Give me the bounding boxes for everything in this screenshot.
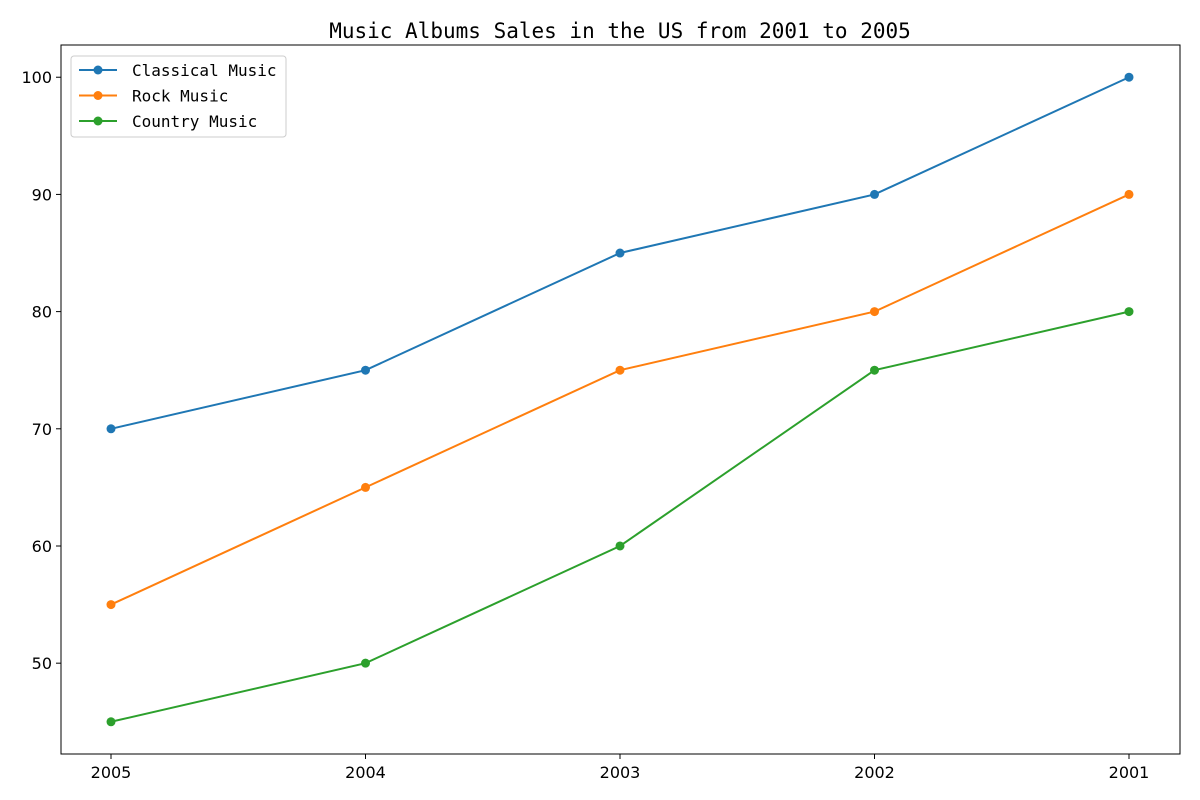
series-rock-music bbox=[106, 189, 1134, 610]
data-point bbox=[361, 365, 370, 375]
y-axis: 50 60 70 80 90 100 bbox=[21, 68, 61, 673]
legend-item: Country Music bbox=[79, 112, 257, 131]
plot-border bbox=[60, 44, 1181, 755]
x-tick-label: 2005 bbox=[91, 763, 132, 782]
series-classical-music bbox=[106, 72, 1134, 434]
y-tick-label: 60 bbox=[32, 537, 52, 556]
y-tick-label: 80 bbox=[32, 303, 52, 322]
data-point bbox=[361, 658, 370, 668]
legend-item: Rock Music bbox=[79, 87, 228, 106]
legend-box bbox=[70, 55, 287, 138]
x-tick-label: 2003 bbox=[600, 763, 641, 782]
legend-marker bbox=[93, 91, 103, 100]
series-layer bbox=[106, 72, 1134, 727]
y-tick-label: 90 bbox=[32, 185, 52, 204]
legend-label: Country Music bbox=[132, 112, 257, 131]
data-point bbox=[1124, 72, 1134, 82]
data-point bbox=[615, 248, 625, 258]
data-point bbox=[615, 541, 625, 551]
x-tick-label: 2002 bbox=[854, 763, 895, 782]
data-point bbox=[361, 482, 370, 492]
data-point bbox=[1124, 307, 1134, 317]
plot-area bbox=[60, 44, 1181, 755]
chart-title: Music Albums Sales in the US from 2001 t… bbox=[329, 19, 911, 43]
legend: Classical Music Rock Music Country Music bbox=[70, 55, 287, 138]
x-tick-label: 2001 bbox=[1109, 763, 1150, 782]
legend-marker bbox=[93, 65, 103, 75]
legend-item: Classical Music bbox=[79, 61, 277, 80]
data-point bbox=[106, 424, 116, 434]
data-point bbox=[615, 365, 625, 375]
data-point bbox=[870, 189, 879, 199]
data-point bbox=[106, 717, 116, 727]
y-tick-label: 100 bbox=[21, 68, 52, 87]
x-axis: 2005 2004 2003 2002 2001 bbox=[91, 754, 1150, 782]
x-tick-label: 2004 bbox=[345, 763, 386, 782]
legend-label: Classical Music bbox=[132, 61, 277, 80]
data-point bbox=[106, 600, 116, 610]
data-point bbox=[1124, 189, 1134, 199]
data-point bbox=[870, 365, 879, 375]
y-tick-label: 50 bbox=[32, 654, 52, 673]
legend-label: Rock Music bbox=[132, 87, 228, 106]
y-tick-label: 70 bbox=[32, 420, 52, 439]
legend-marker bbox=[93, 116, 103, 126]
series-country-music bbox=[106, 307, 1134, 727]
data-point bbox=[870, 307, 879, 317]
